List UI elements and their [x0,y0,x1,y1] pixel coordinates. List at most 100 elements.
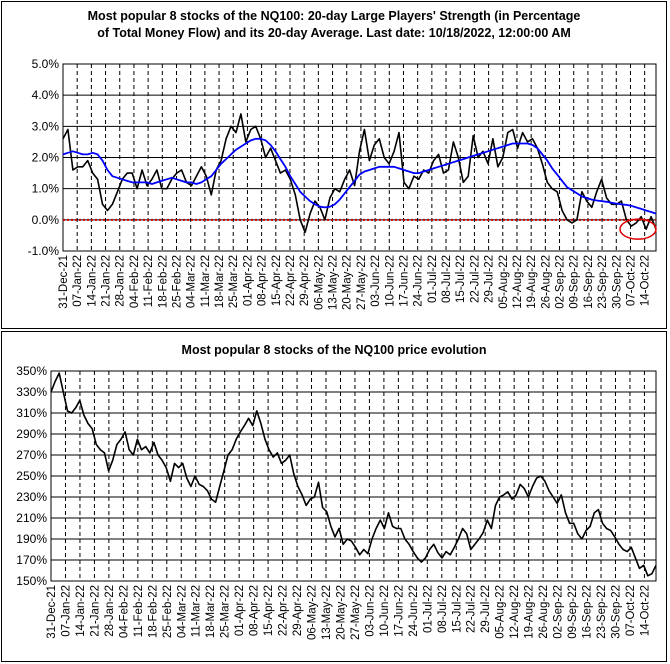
x-tick-label: 05-Aug-22 [498,255,510,309]
x-tick-label: 12-Aug-22 [509,585,521,639]
price-chart-title: Most popular 8 stocks of the NQ100 price… [181,343,487,357]
x-tick-label: 22-Jul-22 [466,585,478,633]
x-tick-label: 28-Jan-22 [115,255,127,307]
y-tick-label: 3.0% [32,119,60,133]
x-tick-label: 09-Sep-22 [567,585,579,639]
series-line-1 [62,137,657,215]
x-tick-label: 17-Jun-22 [398,255,410,307]
x-tick-label: 14-Oct-22 [639,585,651,636]
x-tick-label: 05-Aug-22 [495,585,507,639]
annotation-ellipse [619,218,657,240]
x-tick-label: 20-May-22 [335,585,347,640]
y-tick-label: 1.0% [32,182,60,196]
x-tick-label: 02-Sep-22 [553,585,565,639]
x-tick-label: 01-Apr-22 [242,255,254,306]
x-tick-label: 07-Oct-22 [625,255,637,306]
x-tick-label: 13-May-22 [321,585,333,640]
x-tick-label: 18-Mar-22 [214,255,226,308]
x-tick-label: 08-Apr-22 [257,255,269,306]
y-tick-label: 5.0% [32,57,60,71]
x-tick-label: 17-Jun-22 [393,585,405,637]
x-tick-label: 25-Feb-22 [162,585,174,638]
y-tick-label: 250% [16,469,47,483]
price-chart-panel: Most popular 8 stocks of the NQ100 price… [1,331,667,662]
x-tick-label: 01-Jul-22 [427,255,439,303]
y-tick-label: 0.0% [32,213,60,227]
x-tick-label: 11-Feb-22 [133,585,145,637]
x-tick-label: 06-May-22 [307,585,319,640]
x-tick-label: 24-Jun-22 [408,585,420,637]
x-tick-label: 13-May-22 [328,255,340,310]
y-tick-label: -1.0% [28,244,60,258]
x-tick-label: 18-Feb-22 [147,585,159,638]
x-tick-label: 20-May-22 [342,255,354,310]
x-tick-label: 14-Jan-22 [86,255,98,307]
x-tick-label: 31-Dec-21 [58,255,70,309]
x-tick-label: 29-Jul-22 [484,255,496,303]
x-tick-label: 18-Feb-22 [157,255,169,308]
x-tick-label: 04-Mar-22 [186,255,198,308]
x-tick-label: 23-Sep-22 [597,255,609,309]
x-tick-label: 18-Mar-22 [205,585,217,638]
x-tick-label: 29-Apr-22 [299,255,311,306]
plot-border [62,63,657,252]
x-tick-label: 14-Oct-22 [640,255,652,306]
plot-border [50,370,657,582]
strength-chart-title-line2: of Total Money Flow) and its 20-day Aver… [97,26,571,40]
y-tick-label: 150% [16,574,47,588]
y-tick-label: 290% [16,427,47,441]
x-tick-label: 21-Jan-22 [101,255,113,307]
x-tick-label: 16-Sep-22 [583,255,595,309]
x-tick-label: 30-Sep-22 [611,255,623,309]
y-tick-label: 210% [16,511,47,525]
y-tick-label: 170% [16,553,47,567]
x-tick-label: 22-Apr-22 [278,585,290,636]
x-tick-label: 29-Apr-22 [292,585,304,636]
x-tick-label: 29-Jul-22 [480,585,492,633]
x-tick-label: 26-Aug-22 [538,585,550,639]
x-tick-label: 08-Apr-22 [249,585,261,636]
x-tick-label: 02-Sep-22 [555,255,567,309]
x-tick-label: 21-Jan-22 [89,585,101,637]
y-tick-label: 310% [16,406,47,420]
y-tick-label: 2.0% [32,151,60,165]
x-tick-label: 31-Dec-21 [46,585,58,639]
x-tick-label: 28-Jan-22 [104,585,116,637]
x-tick-label: 04-Feb-22 [118,585,130,638]
x-tick-label: 07-Oct-22 [625,585,637,636]
x-tick-label: 22-Jul-22 [469,255,481,303]
x-tick-label: 07-Jan-22 [60,585,72,637]
x-tick-label: 15-Apr-22 [271,255,283,306]
x-tick-label: 06-May-22 [313,255,325,310]
x-tick-label: 03-Jun-22 [364,585,376,637]
x-tick-label: 08-Jul-22 [437,585,449,633]
x-tick-label: 30-Sep-22 [610,585,622,639]
x-tick-label: 07-Jan-22 [72,255,84,307]
x-tick-label: 09-Sep-22 [569,255,581,309]
x-tick-label: 19-Aug-22 [524,585,536,639]
series-line-0 [50,372,657,577]
x-tick-label: 25-Mar-22 [220,585,232,638]
strength-chart-plot: 5.0%4.0%3.0%2.0%1.0%0.0%-1.0%31-Dec-21 07… [28,57,657,310]
x-tick-label: 23-Sep-22 [596,585,608,639]
strength-chart-panel: Most popular 8 stocks of the NQ100: 20-d… [1,1,667,329]
x-tick-label: 12-Aug-22 [512,255,524,309]
x-tick-label: 11-Feb-22 [143,255,155,307]
y-tick-label: 330% [16,385,47,399]
x-tick-label: 25-Mar-22 [228,255,240,308]
x-tick-label: 10-Jun-22 [379,585,391,637]
strength-chart-title-line1: Most popular 8 stocks of the NQ100: 20-d… [87,9,581,23]
strength-chart-title: Most popular 8 stocks of the NQ100: 20-d… [2,8,666,42]
x-tick-label: 24-Jun-22 [413,255,425,307]
x-tick-label: 26-Aug-22 [540,255,552,309]
x-tick-label: 04-Mar-22 [176,585,188,638]
x-tick-label: 25-Feb-22 [171,255,183,308]
x-tick-label: 01-Jul-22 [422,585,434,633]
series-line-0 [62,113,657,234]
y-tick-label: 190% [16,532,47,546]
y-tick-label: 350% [16,364,47,378]
x-tick-label: 10-Jun-22 [384,255,396,307]
x-tick-label: 04-Feb-22 [129,255,141,308]
x-tick-label: 15-Jul-22 [455,255,467,303]
y-tick-label: 270% [16,448,47,462]
